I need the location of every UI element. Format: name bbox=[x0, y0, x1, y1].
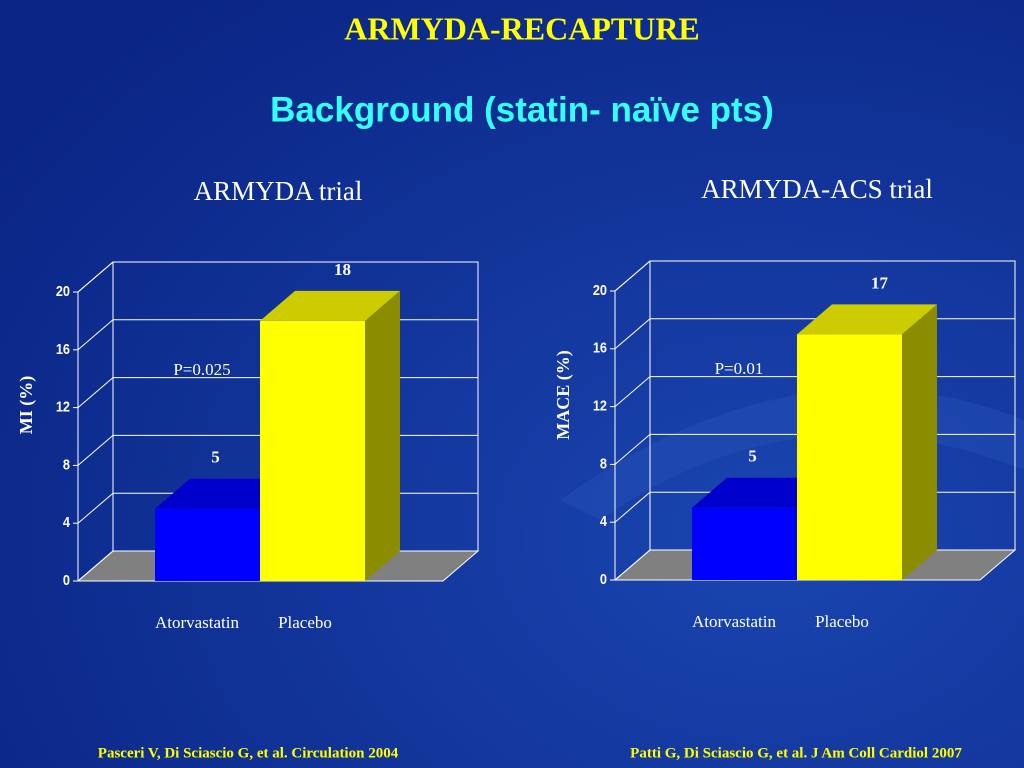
slide-title: ARMYDA-RECAPTURE bbox=[344, 10, 700, 46]
value-label: 17 bbox=[871, 273, 889, 292]
bar bbox=[260, 320, 365, 581]
y-tick-label: 4 bbox=[63, 513, 70, 530]
bar bbox=[692, 507, 797, 580]
bar-top bbox=[797, 304, 937, 335]
y-tick-label: 20 bbox=[593, 281, 607, 298]
value-label: 5 bbox=[211, 448, 220, 467]
slide-subtitle: Background (statin- naïve pts) bbox=[270, 90, 774, 129]
bar bbox=[155, 508, 260, 581]
y-tick-label: 0 bbox=[600, 570, 607, 587]
y-tick-label: 12 bbox=[56, 398, 70, 415]
chart-title: ARMYDA-ACS trial bbox=[701, 174, 933, 204]
y-tick-label: 0 bbox=[63, 571, 70, 588]
y-tick-label: 8 bbox=[63, 455, 70, 472]
y-tick-label: 8 bbox=[600, 454, 607, 471]
value-label: 5 bbox=[748, 447, 757, 466]
x-tick-label: Placebo bbox=[278, 613, 332, 632]
y-axis-label: MI (%) bbox=[16, 376, 37, 434]
footnote: Patti G, Di Sciascio G, et al. J Am Coll… bbox=[630, 745, 962, 761]
annotation: P=0.025 bbox=[173, 360, 230, 379]
bar bbox=[797, 334, 902, 580]
y-axis-label: MACE (%) bbox=[553, 350, 574, 439]
bar-top bbox=[260, 290, 400, 321]
x-tick-label: Atorvastatin bbox=[155, 613, 240, 632]
grid-line bbox=[77, 261, 478, 293]
grid-line bbox=[614, 260, 1015, 292]
annotation: P=0.01 bbox=[715, 359, 764, 378]
footnote: Pasceri V, Di Sciascio G, et al. Circula… bbox=[98, 745, 399, 761]
bar-side bbox=[365, 290, 400, 581]
x-tick-label: Atorvastatin bbox=[692, 612, 777, 631]
chart-title: ARMYDA trial bbox=[194, 176, 363, 206]
y-tick-label: 20 bbox=[56, 282, 70, 299]
y-tick-label: 12 bbox=[593, 397, 607, 414]
value-label: 18 bbox=[334, 260, 351, 279]
y-tick-label: 16 bbox=[593, 339, 607, 356]
y-tick-label: 4 bbox=[600, 512, 607, 529]
x-tick-label: Placebo bbox=[815, 612, 869, 631]
y-tick-label: 16 bbox=[56, 340, 70, 357]
bar-side bbox=[902, 304, 937, 580]
